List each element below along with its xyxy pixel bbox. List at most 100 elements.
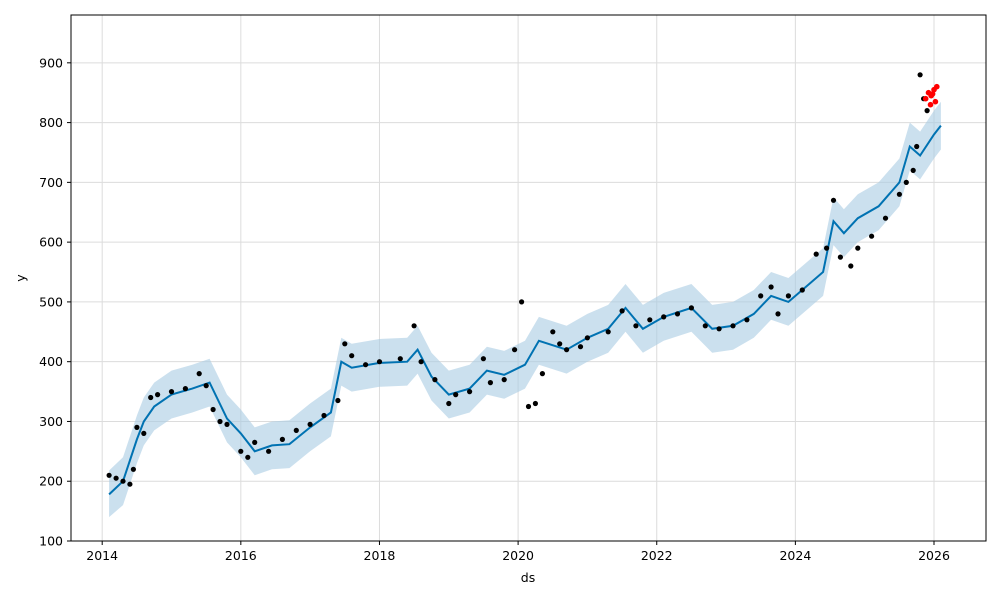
observed-point xyxy=(674,311,681,317)
y-tick-label: 300 xyxy=(39,414,63,429)
observed-point xyxy=(432,377,438,383)
observed-point xyxy=(605,329,611,335)
highlight-point xyxy=(927,101,934,108)
observed-point xyxy=(824,245,830,251)
observed-point xyxy=(550,329,556,335)
observed-point xyxy=(813,251,819,257)
x-tick-label: 2014 xyxy=(86,548,118,563)
observed-point xyxy=(467,389,473,395)
observed-point xyxy=(376,359,383,365)
observed-point xyxy=(744,317,750,323)
x-axis-ticks: 2014 2016 2018 2020 2022 2024 2026 xyxy=(86,541,950,563)
observed-point xyxy=(106,472,112,478)
observed-point xyxy=(768,284,774,290)
observed-point xyxy=(307,421,313,427)
plot-area-background xyxy=(71,15,986,541)
observed-point xyxy=(120,478,126,484)
y-axis-ticks: 100 200 300 400 500 600 700 800 900 xyxy=(39,55,71,549)
observed-point xyxy=(141,430,147,436)
observed-point xyxy=(910,167,916,173)
observed-point xyxy=(661,314,667,320)
observed-point xyxy=(511,347,518,353)
observed-point xyxy=(397,356,403,362)
x-tick-label: 2022 xyxy=(641,548,673,563)
plot-frame xyxy=(70,14,987,542)
highlight-point xyxy=(932,98,939,105)
observed-point xyxy=(848,263,854,269)
y-tick-label: 700 xyxy=(39,175,63,190)
observed-point xyxy=(830,197,837,203)
observed-point xyxy=(168,389,175,395)
observed-point xyxy=(252,439,258,445)
x-tick-label: 2018 xyxy=(364,548,396,563)
y-tick-label: 500 xyxy=(39,294,63,309)
observed-point xyxy=(127,481,133,487)
observed-point xyxy=(245,454,251,460)
observed-points xyxy=(106,72,930,487)
observed-point xyxy=(539,371,546,377)
highlight-point xyxy=(922,95,929,102)
observed-point xyxy=(903,179,909,185)
uncertainty-band-area xyxy=(109,101,941,518)
observed-point xyxy=(203,383,209,389)
observed-point xyxy=(210,406,216,413)
observed-point xyxy=(525,403,532,410)
x-axis-label: ds xyxy=(521,570,535,585)
observed-point xyxy=(564,347,570,353)
observed-point xyxy=(155,392,161,398)
observed-point xyxy=(487,380,493,386)
forecast-line-group xyxy=(108,124,942,496)
observed-point xyxy=(342,341,348,347)
y-tick-label: 200 xyxy=(39,474,63,489)
observed-point xyxy=(480,356,486,362)
observed-point xyxy=(238,448,244,454)
x-tick-label: 2016 xyxy=(225,548,257,563)
observed-point xyxy=(647,317,653,323)
y-tick-label: 800 xyxy=(39,115,63,130)
observed-point xyxy=(633,323,639,329)
observed-point xyxy=(577,344,584,350)
observed-point xyxy=(785,293,792,299)
observed-point xyxy=(418,359,424,365)
observed-point xyxy=(501,377,507,383)
observed-point xyxy=(837,254,844,260)
observed-point xyxy=(730,323,736,329)
observed-point xyxy=(217,418,223,425)
observed-point xyxy=(917,72,923,78)
observed-point xyxy=(619,308,625,314)
observed-point xyxy=(924,108,930,114)
observed-point xyxy=(557,341,563,347)
highlight-point xyxy=(929,91,936,97)
y-tick-label: 400 xyxy=(39,354,63,369)
y-tick-label: 900 xyxy=(39,55,63,70)
observed-point xyxy=(688,305,695,311)
y-axis-label: y xyxy=(13,274,28,282)
observed-point xyxy=(196,371,202,377)
observed-point xyxy=(453,392,459,398)
observed-point xyxy=(869,233,875,239)
observed-point xyxy=(914,143,920,150)
observed-point xyxy=(130,466,136,472)
observed-point xyxy=(134,424,140,430)
observed-point xyxy=(363,362,369,368)
observed-point xyxy=(584,335,591,341)
uncertainty-band xyxy=(109,101,941,518)
observed-point xyxy=(411,323,417,329)
observed-point xyxy=(224,421,230,427)
observed-point xyxy=(519,299,525,305)
observed-point xyxy=(335,397,341,404)
x-tick-label: 2026 xyxy=(918,548,950,563)
observed-point xyxy=(293,427,299,433)
y-tick-label: 600 xyxy=(39,235,63,250)
observed-point xyxy=(855,245,861,251)
forecast-line xyxy=(108,124,942,496)
highlight-point xyxy=(934,83,940,90)
highlight-points xyxy=(922,83,940,108)
observed-point xyxy=(148,394,154,401)
y-tick-label: 100 xyxy=(39,534,63,549)
observed-point xyxy=(182,386,188,392)
observed-point xyxy=(266,448,272,454)
observed-point xyxy=(113,475,119,481)
observed-point xyxy=(321,412,327,419)
